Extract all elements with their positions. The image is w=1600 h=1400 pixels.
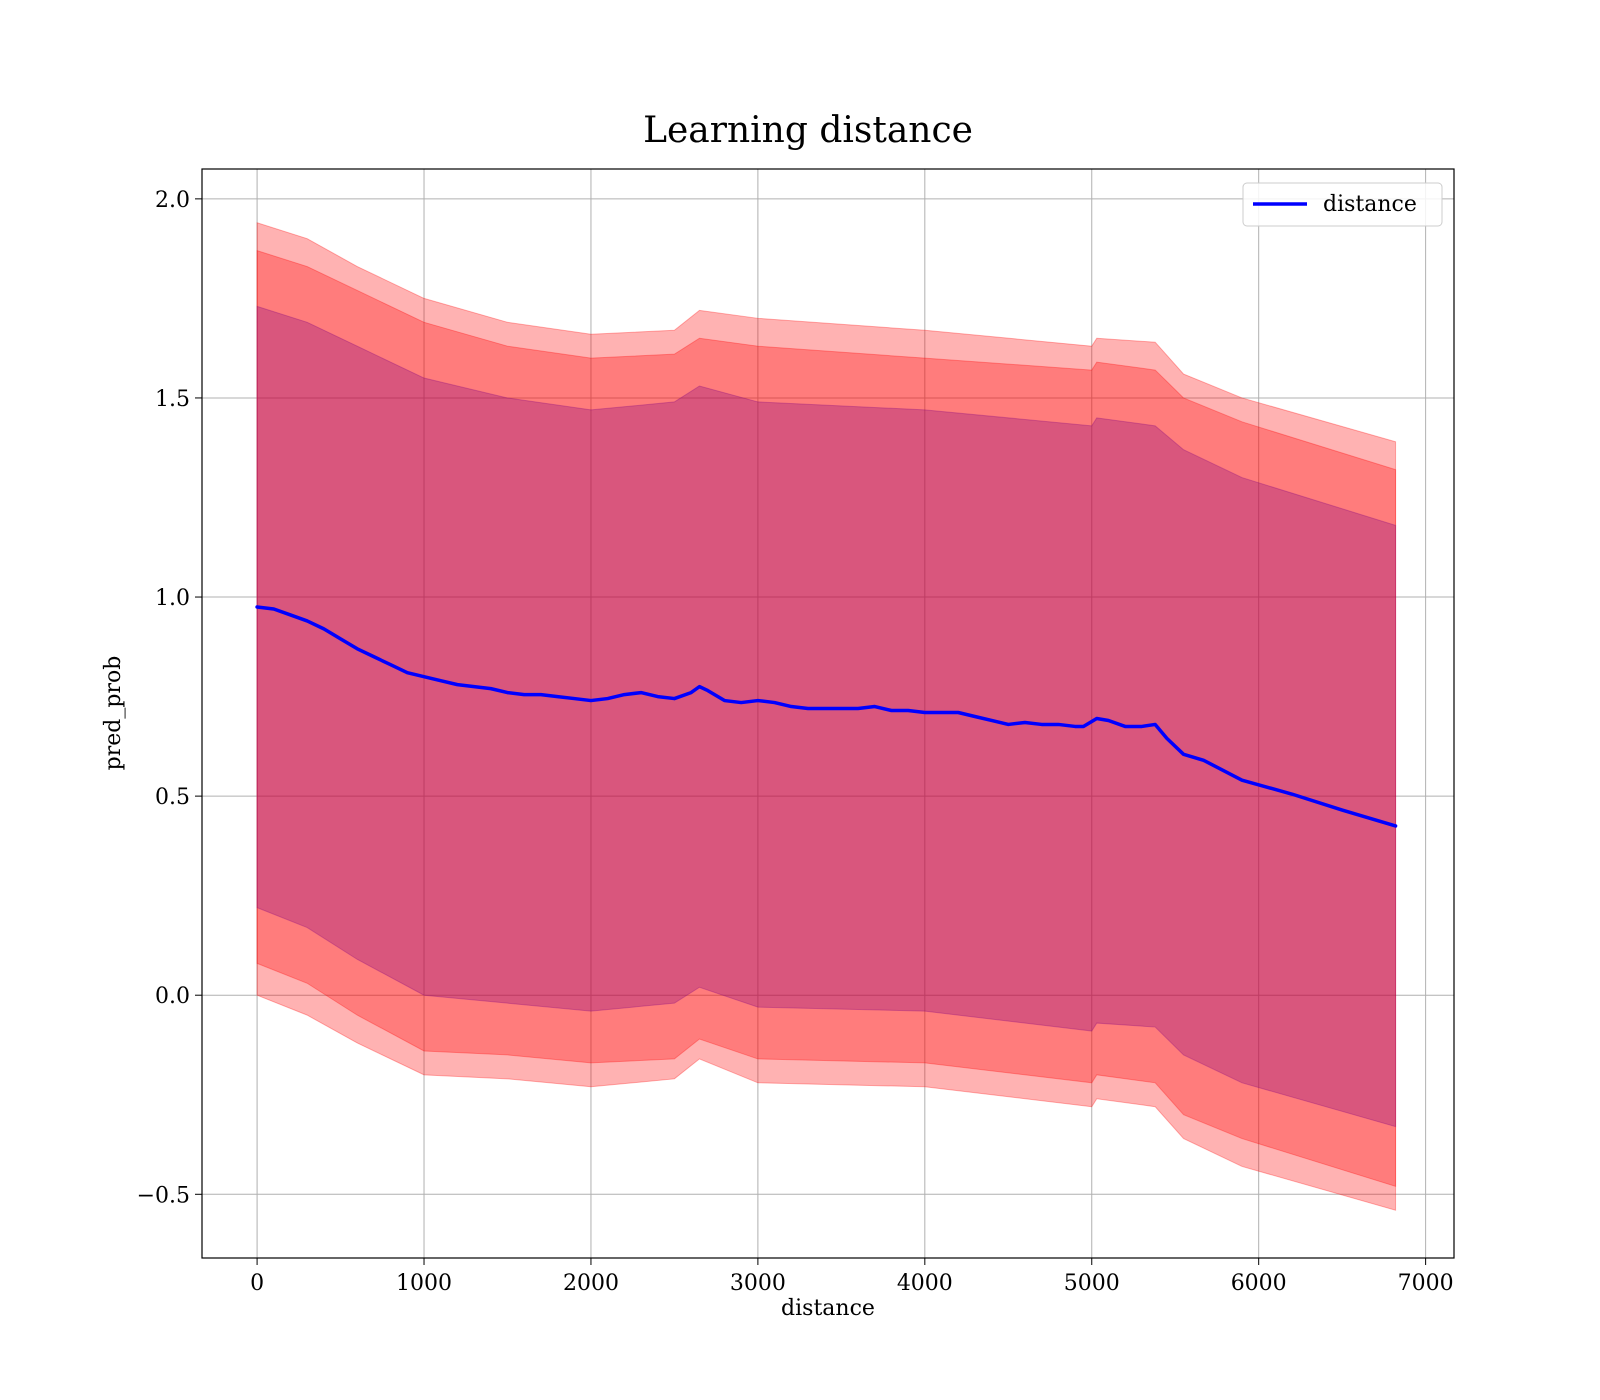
x-tick-label: 0 — [250, 1271, 264, 1296]
series-line-distance — [255, 605, 1398, 828]
band-area — [256, 305, 1397, 1128]
band-area — [256, 249, 1397, 1188]
x-tick-label: 3000 — [730, 1271, 786, 1296]
y-tick-label: 0.0 — [155, 984, 190, 1009]
x-tick-label: 2000 — [563, 1271, 619, 1296]
x-tick-label: 7000 — [1398, 1271, 1454, 1296]
plot-frame — [201, 168, 1455, 1259]
x-tick-label: 6000 — [1231, 1271, 1287, 1296]
band-area — [256, 222, 1397, 1211]
y-tick-label: −0.5 — [137, 1183, 190, 1208]
x-tick-label: 5000 — [1064, 1271, 1120, 1296]
y-axis-label: pred_prob — [101, 656, 126, 771]
y-axis-ticks: −0.5 0.0 0.5 1.0 1.5 2.0 — [137, 188, 202, 1208]
y-tick-label: 2.0 — [155, 188, 190, 213]
y-tick-label: 1.0 — [155, 586, 190, 611]
chart-title: Learning distance — [643, 110, 973, 151]
legend-box — [1242, 182, 1443, 227]
confidence-bands — [256, 222, 1397, 1211]
x-axis-ticks: 0 1000 2000 3000 4000 5000 6000 7000 — [250, 1258, 1454, 1296]
x-axis-label: distance — [781, 1296, 875, 1321]
legend: distance — [1242, 182, 1443, 227]
x-tick-label: 4000 — [897, 1271, 953, 1296]
series-lines — [255, 605, 1398, 828]
legend-label-distance: distance — [1323, 192, 1417, 217]
x-tick-label: 1000 — [396, 1271, 452, 1296]
y-tick-label: 0.5 — [155, 785, 190, 810]
y-tick-label: 1.5 — [155, 387, 190, 412]
